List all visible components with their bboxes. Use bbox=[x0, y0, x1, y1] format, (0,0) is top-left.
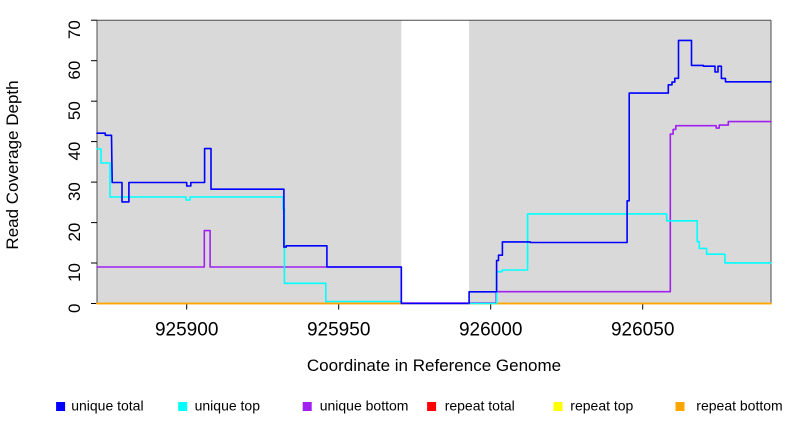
svg-text:926000: 926000 bbox=[459, 320, 522, 341]
svg-text:Coordinate in Reference Genome: Coordinate in Reference Genome bbox=[307, 356, 561, 375]
svg-text:60: 60 bbox=[65, 61, 84, 80]
svg-text:925900: 925900 bbox=[155, 320, 218, 341]
svg-text:repeat bottom: repeat bottom bbox=[696, 398, 782, 414]
svg-text:unique bottom: unique bottom bbox=[320, 398, 409, 414]
svg-text:unique top: unique top bbox=[195, 398, 261, 414]
svg-text:0: 0 bbox=[65, 304, 84, 313]
svg-text:925950: 925950 bbox=[307, 320, 370, 341]
svg-text:unique total: unique total bbox=[71, 398, 143, 414]
svg-text:repeat total: repeat total bbox=[445, 398, 515, 414]
svg-text:30: 30 bbox=[65, 182, 84, 201]
svg-text:repeat top: repeat top bbox=[570, 398, 633, 414]
svg-text:20: 20 bbox=[65, 223, 84, 242]
svg-text:Read Coverage Depth: Read Coverage Depth bbox=[3, 80, 22, 249]
svg-text:70: 70 bbox=[65, 20, 84, 39]
svg-text:10: 10 bbox=[65, 263, 84, 282]
svg-text:40: 40 bbox=[65, 142, 84, 161]
svg-text:926050: 926050 bbox=[611, 320, 674, 341]
svg-text:50: 50 bbox=[65, 101, 84, 120]
